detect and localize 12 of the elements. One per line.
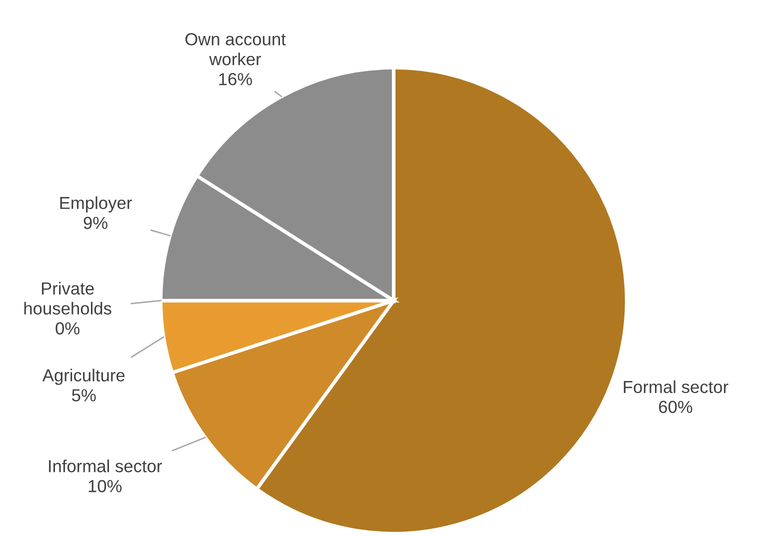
slice-label: Employer	[60, 196, 132, 213]
data-label: 10%	[88, 480, 122, 492]
data-label: 5%	[72, 389, 96, 402]
slice-label: Agriculture	[42, 368, 125, 385]
text: 0%	[56, 322, 80, 335]
data-label: 60%	[659, 400, 692, 414]
slice-label: Formal sector	[624, 380, 728, 394]
data-label: 16%	[219, 73, 252, 86]
legend-label: Private households	[24, 282, 112, 315]
slice-label: Informal sector	[49, 460, 162, 472]
slice-label: Own account worker	[185, 33, 286, 66]
data-label: 9%	[84, 216, 108, 230]
